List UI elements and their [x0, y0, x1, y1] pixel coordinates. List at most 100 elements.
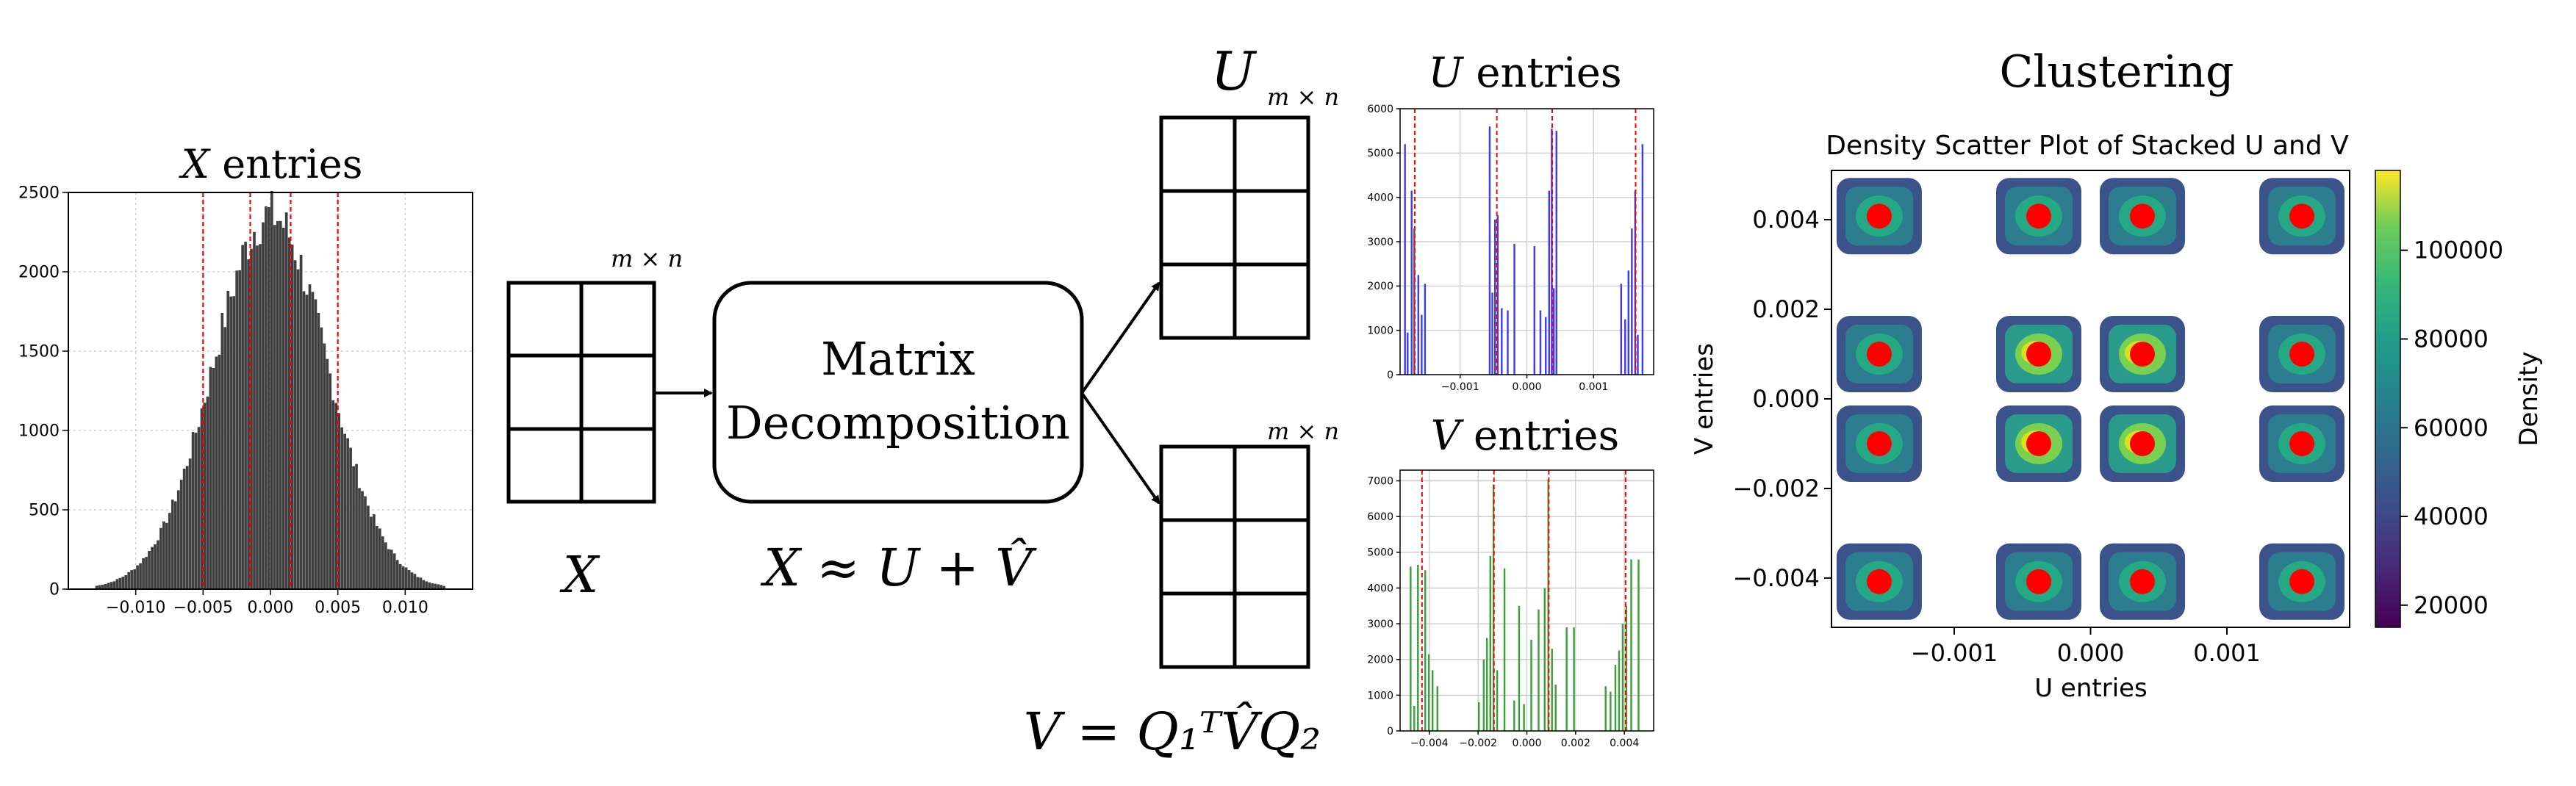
histogram-bar — [1538, 609, 1540, 731]
scatter-centroids — [1866, 203, 2315, 594]
y-tick-label: −0.004 — [1733, 564, 1820, 592]
histogram-bar — [270, 190, 273, 589]
y-tick-label: 0.000 — [1752, 385, 1820, 413]
histogram-bar — [398, 563, 402, 589]
histogram-bar — [308, 284, 312, 589]
y-tick-label: 2000 — [1367, 281, 1393, 292]
histogram-bar — [1641, 144, 1644, 375]
v-hist-quantization-lines — [1421, 470, 1626, 731]
histogram-bar — [1424, 570, 1427, 731]
centroid-marker — [2026, 569, 2051, 594]
histogram-bar — [1630, 559, 1632, 731]
histogram-bar — [1496, 214, 1499, 375]
y-tick-label: 1000 — [1367, 325, 1393, 337]
histogram-bar — [317, 312, 320, 589]
histogram-bar — [437, 584, 440, 589]
histogram-bar — [323, 343, 326, 589]
histogram-bar — [314, 299, 317, 589]
histogram-bar — [1410, 566, 1412, 731]
histogram-bar — [1431, 670, 1434, 731]
histogram-bar — [104, 583, 107, 589]
y-tick-label: 5000 — [1367, 148, 1393, 159]
histogram-bar — [265, 206, 268, 589]
u-entries-panel: U entries −0.001 0.000 0.001 0 1000 2000 3000 4… — [1367, 49, 1654, 393]
histogram-bar — [1555, 131, 1557, 375]
x-tick-label: −0.001 — [1441, 381, 1479, 393]
histogram-bar — [422, 580, 426, 589]
x-tick-label: 0.001 — [1579, 381, 1608, 393]
histogram-bar — [220, 312, 224, 589]
histogram-bar — [1492, 484, 1495, 731]
x-tick-label: −0.001 — [1911, 639, 1998, 667]
centroid-marker — [2026, 430, 2051, 456]
histogram-bar — [1523, 704, 1525, 731]
x-matrix-label: X — [559, 547, 600, 605]
u-matrix-dims: m × n — [1267, 83, 1339, 111]
histogram-bar — [1503, 568, 1506, 731]
histogram-bar — [262, 222, 265, 589]
histogram-bar — [392, 553, 396, 589]
approx-equation: X ≈ U + V̂ — [760, 538, 1037, 598]
histogram-bar — [413, 574, 417, 589]
histogram-bar — [232, 296, 236, 589]
histogram-bar — [284, 212, 288, 590]
y-tick-label: 500 — [29, 502, 60, 520]
histogram-bar — [305, 295, 309, 589]
y-tick-label: 0.004 — [1752, 206, 1820, 234]
colorbar-ticks: 20000 40000 60000 80000 100000 — [2400, 237, 2503, 619]
histogram-bar — [1625, 605, 1628, 731]
u-hist-grid — [1400, 108, 1654, 375]
histogram-bar — [1637, 559, 1640, 731]
x-tick-label: 0.002 — [1561, 738, 1590, 749]
scatter-clusters — [1836, 178, 2345, 620]
histogram-bar — [197, 427, 201, 589]
scatter-ylabel: V entries — [1690, 343, 1719, 455]
colorbar-tick-label: 60000 — [2414, 414, 2489, 441]
centroid-marker — [2026, 203, 2051, 229]
histogram-bar — [1624, 319, 1626, 375]
y-tick-label: 0 — [1387, 726, 1393, 738]
histogram-bar — [1618, 650, 1621, 731]
x-tick-label: 0.000 — [248, 599, 294, 617]
histogram-bar — [1610, 691, 1612, 731]
histogram-bar — [390, 549, 393, 589]
v-hist-ticks: −0.004 −0.002 0.000 0.002 0.004 0 1000 2000 3000… — [1367, 475, 1639, 749]
histogram-bar — [299, 254, 303, 589]
y-tick-label: 5000 — [1367, 547, 1393, 559]
histogram-bar — [434, 583, 437, 589]
y-tick-label: 2000 — [18, 264, 60, 282]
histogram-bar — [337, 413, 341, 589]
histogram-bar — [404, 567, 408, 589]
histogram-bar — [209, 367, 212, 589]
histogram-bar — [203, 403, 207, 589]
histogram-bar — [410, 572, 414, 589]
histogram-bar — [226, 290, 230, 589]
histogram-bar — [364, 496, 367, 589]
y-tick-label: 6000 — [1367, 104, 1393, 115]
colorbar-tick-label: 100000 — [2414, 237, 2503, 264]
histogram-bar — [1634, 190, 1637, 375]
y-tick-label: 4000 — [1367, 583, 1393, 594]
x-tick-label: 0.001 — [2193, 639, 2261, 667]
histogram-bar — [407, 569, 411, 589]
histogram-bar — [425, 581, 428, 589]
centroid-marker — [2289, 569, 2315, 594]
histogram-bar — [165, 522, 168, 589]
histogram-bar — [1436, 686, 1439, 731]
histogram-bar — [1545, 317, 1547, 375]
v-entries-title: V entries — [1431, 412, 1620, 460]
histogram-bar — [381, 536, 384, 589]
centroid-marker — [1866, 203, 1892, 229]
histogram-bar — [326, 358, 329, 589]
histogram-bar — [1427, 654, 1430, 731]
x-tick-label: −0.004 — [1410, 738, 1449, 749]
histogram-bar — [159, 527, 162, 589]
u-entries-title: U entries — [1428, 49, 1621, 97]
decomposition-line1: Matrix — [821, 332, 975, 386]
histogram-bar — [1551, 649, 1553, 731]
histogram-bar — [287, 237, 291, 589]
histogram-bar — [1417, 564, 1419, 731]
y-tick-label: 2000 — [1367, 655, 1393, 666]
histogram-bar — [1637, 334, 1639, 375]
histogram-bar — [1404, 144, 1406, 375]
